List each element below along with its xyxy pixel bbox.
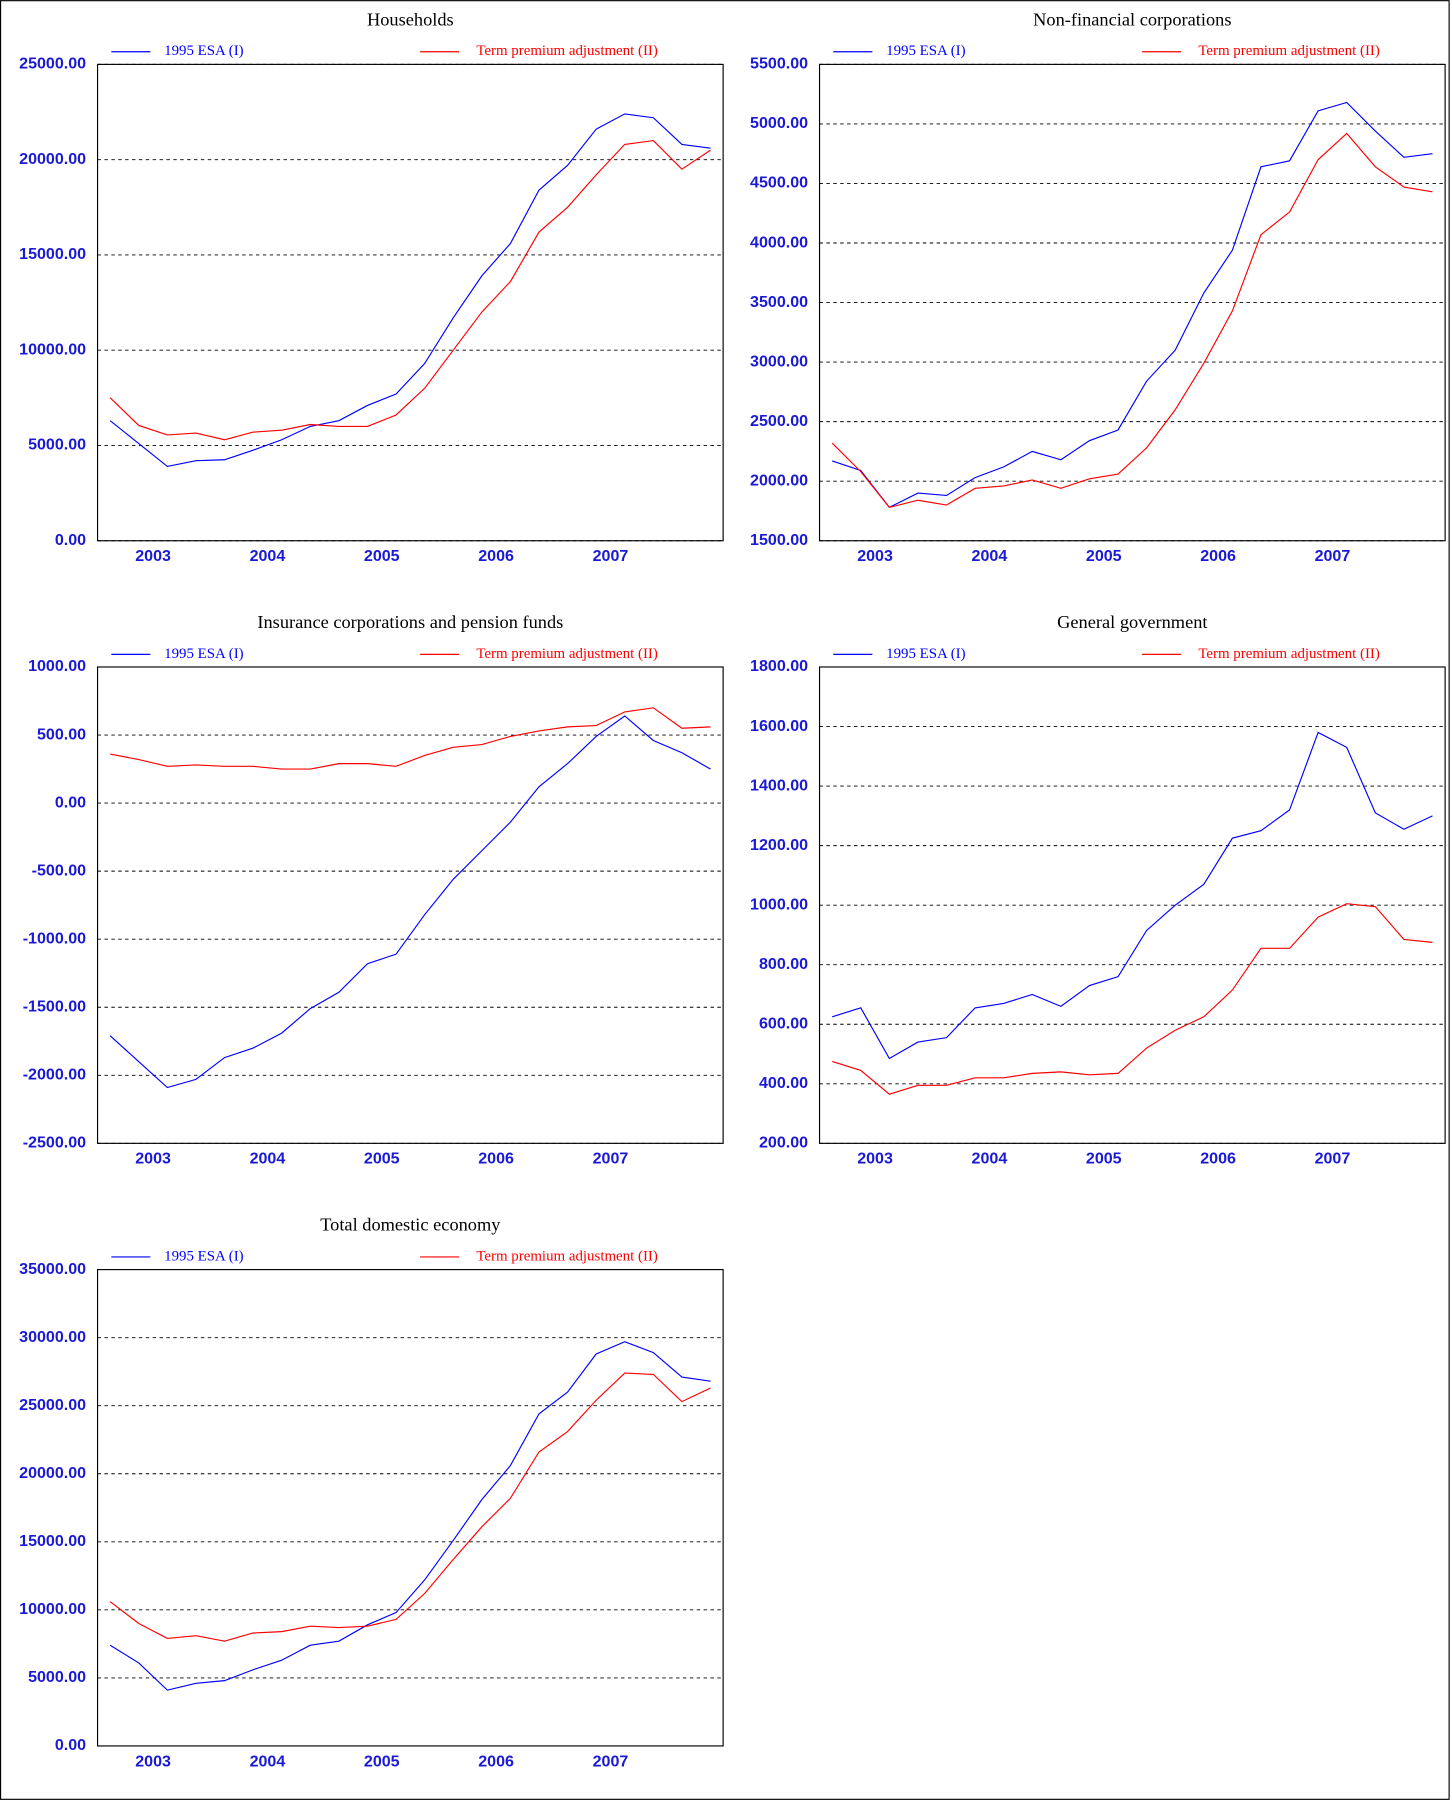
y-tick-label: 10000.00 [19, 1600, 86, 1618]
chart-title: Total domestic economy [320, 1215, 501, 1235]
y-tick-label: 1500.00 [750, 531, 808, 549]
y-tick-label: 10000.00 [19, 340, 86, 358]
x-tick-label: 2004 [250, 1752, 286, 1770]
x-tick-label: 2006 [1200, 1150, 1236, 1168]
y-tick-label: -2000.00 [23, 1066, 86, 1084]
x-tick-label: 2005 [1086, 547, 1122, 565]
x-tick-label: 2005 [364, 1752, 400, 1770]
chart-title: Households [367, 9, 454, 29]
series-line [831, 132, 1433, 509]
chart-title: General government [1057, 612, 1207, 632]
y-tick-label: 4000.00 [750, 233, 808, 251]
x-tick-label: 2004 [972, 1150, 1008, 1168]
y-tick-label: 1000.00 [28, 657, 86, 675]
x-tick-label: 2003 [857, 1150, 893, 1168]
y-tick-label: 0.00 [55, 531, 86, 549]
x-tick-label: 2006 [1200, 547, 1236, 565]
y-tick-label: 1600.00 [750, 717, 808, 735]
x-tick-label: 2007 [1315, 547, 1351, 565]
y-tick-label: 800.00 [759, 955, 808, 973]
y-tick-label: 500.00 [37, 725, 86, 743]
x-tick-label: 2003 [135, 1150, 171, 1168]
y-tick-label: 15000.00 [19, 245, 86, 263]
chart-title: Insurance corporations and pension funds [257, 612, 563, 632]
series-line [832, 903, 1433, 1095]
x-tick-label: 2007 [1315, 1150, 1351, 1168]
x-tick-label: 2007 [593, 1150, 629, 1168]
y-tick-label: 5000.00 [28, 436, 86, 454]
x-tick-label: 2007 [593, 547, 629, 565]
y-tick-label: 25000.00 [19, 55, 86, 73]
y-tick-label: 0.00 [55, 1736, 86, 1754]
x-tick-label: 2005 [364, 547, 400, 565]
legend-label: 1995 ESA (I) [164, 646, 244, 662]
y-tick-label: 600.00 [759, 1015, 808, 1033]
x-tick-label: 2005 [364, 1150, 400, 1168]
legend-label: 1995 ESA (I) [886, 646, 966, 662]
legend-label: Term premium adjustment (II) [1198, 646, 1380, 662]
y-tick-label: 0.00 [55, 793, 86, 811]
legend-label: Term premium adjustment (II) [476, 1248, 658, 1264]
legend-label: Term premium adjustment (II) [476, 43, 658, 59]
y-tick-label: 400.00 [759, 1074, 808, 1092]
y-tick-label: 3000.00 [750, 352, 808, 370]
y-tick-label: -1000.00 [23, 929, 86, 947]
y-tick-label: 4500.00 [750, 174, 808, 192]
x-tick-label: 2007 [593, 1752, 629, 1770]
plot-area [818, 666, 1446, 1144]
y-tick-label: 20000.00 [19, 150, 86, 168]
y-tick-label: 1200.00 [750, 836, 808, 854]
x-tick-label: 2004 [250, 547, 286, 565]
y-tick-label: 2000.00 [750, 471, 808, 489]
y-tick-label: 25000.00 [19, 1396, 86, 1414]
y-tick-label: 1400.00 [750, 776, 808, 794]
y-tick-label: 3500.00 [750, 293, 808, 311]
y-tick-label: 200.00 [759, 1134, 808, 1152]
x-tick-label: 2005 [1086, 1150, 1122, 1168]
series-line [109, 113, 711, 468]
series-line [109, 1372, 711, 1642]
legend-label: 1995 ESA (I) [164, 43, 244, 59]
y-tick-label: 5500.00 [750, 55, 808, 73]
y-tick-label: -2500.00 [23, 1134, 86, 1152]
y-tick-label: 15000.00 [19, 1532, 86, 1550]
y-tick-label: 35000.00 [19, 1260, 86, 1278]
x-tick-label: 2006 [478, 1752, 514, 1770]
y-tick-label: -500.00 [32, 861, 87, 879]
y-tick-label: 5000.00 [28, 1668, 86, 1686]
chart-title: Non-financial corporations [1033, 9, 1231, 29]
series-line [109, 715, 711, 1089]
y-tick-label: 1000.00 [750, 895, 808, 913]
series-line [109, 1341, 711, 1691]
x-tick-label: 2006 [478, 547, 514, 565]
y-tick-label: -1500.00 [23, 997, 86, 1015]
series-line [831, 101, 1433, 509]
x-tick-label: 2004 [250, 1150, 286, 1168]
legend-label: Term premium adjustment (II) [1198, 43, 1380, 59]
plot-area [818, 63, 1446, 542]
y-tick-label: 1800.00 [750, 657, 808, 675]
y-tick-label: 5000.00 [750, 114, 808, 132]
y-tick-label: 30000.00 [19, 1328, 86, 1346]
x-tick-label: 2006 [478, 1150, 514, 1168]
legend-label: 1995 ESA (I) [164, 1248, 244, 1264]
x-tick-label: 2003 [857, 547, 893, 565]
series-line [109, 139, 711, 441]
x-tick-label: 2003 [135, 547, 171, 565]
y-tick-label: 2500.00 [750, 412, 808, 430]
y-tick-label: 20000.00 [19, 1464, 86, 1482]
series-line [832, 731, 1433, 1060]
plot-area [96, 63, 724, 542]
plot-area [96, 1269, 724, 1747]
series-line [110, 707, 711, 770]
plot-area [96, 666, 724, 1144]
x-tick-label: 2004 [972, 547, 1008, 565]
legend-label: Term premium adjustment (II) [476, 646, 658, 662]
x-tick-label: 2003 [135, 1752, 171, 1770]
legend-label: 1995 ESA (I) [886, 43, 966, 59]
